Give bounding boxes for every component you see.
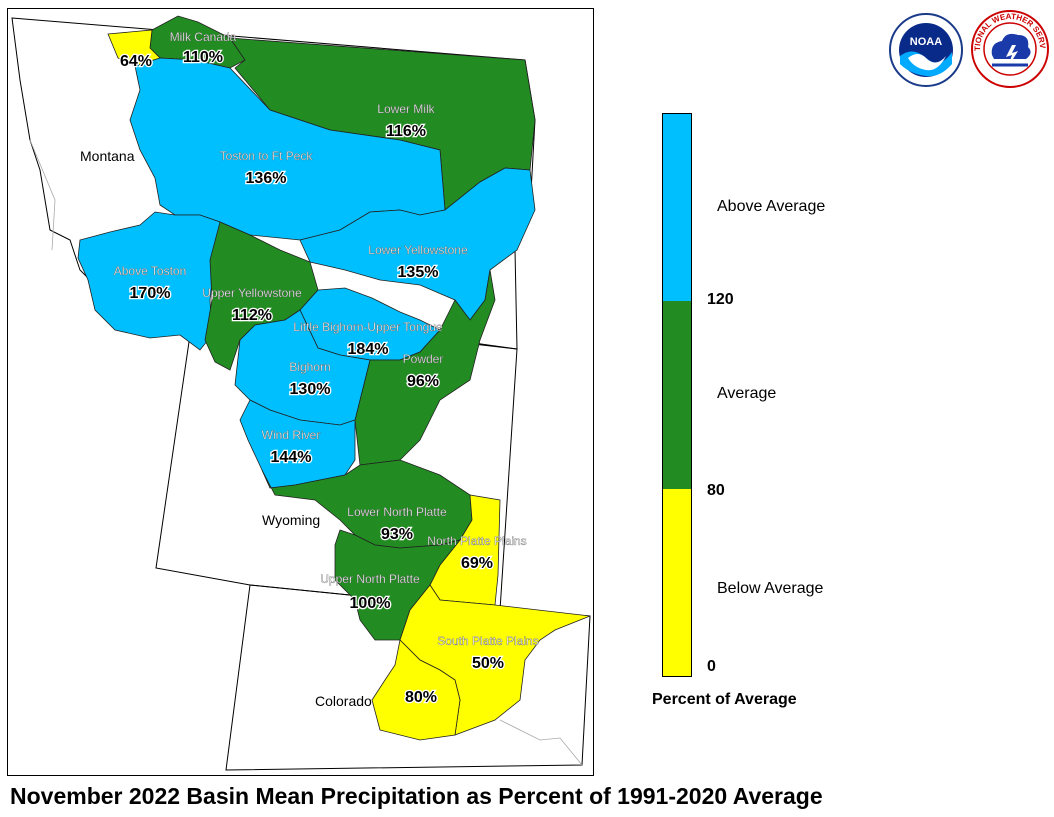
legend-label-below-average: Below Average [717,580,824,597]
basin-percent: 135% [398,264,439,281]
basin-percent: 80% [405,689,437,706]
basin-percent: 170% [130,285,171,302]
basin-name: Lower Yellowstone [368,243,468,257]
legend-swatch-below-average [663,489,691,676]
legend-label-above-average: Above Average [717,198,826,215]
basin-name: Little Bighorn-Upper Tongue [293,320,443,334]
legend-swatch-above-average [663,114,691,301]
legend-tick-0: 0 [707,658,716,675]
basin-percent: 64% [120,53,152,70]
legend-colorbar [662,113,692,677]
basin-name: Milk Canada [170,30,237,44]
basin-percent: 96% [407,373,439,390]
basin-percent: 144% [271,449,312,466]
basin-percent: 130% [290,381,331,398]
basin-percent: 100% [350,595,391,612]
basin-powder [354,269,496,466]
noaa-logo-text: NOAA [910,36,942,48]
basin-percent: 110% [183,49,223,66]
basin-percent: 93% [381,526,413,543]
map-title: November 2022 Basin Mean Precipitation a… [10,783,823,809]
basin-name: Lower North Platte [347,505,447,519]
basin-name: Upper Yellowstone [202,286,302,300]
state-label-wyoming: Wyoming [262,512,320,528]
legend-tick-120: 120 [707,291,734,308]
nws-logo: NATIONAL WEATHER SERVICE [970,9,1049,88]
basin-percent: 112% [232,307,272,324]
basin-percent: 69% [461,555,493,572]
basin-name: Lower Milk [377,102,435,116]
basin-name: Bighorn [289,360,330,374]
legend-label-average: Average [717,385,777,402]
basin-name: Toston to Ft Peck [220,149,314,163]
basin-percent: 116% [386,123,426,140]
basin-above-toston [77,211,221,351]
basin-name: Powder [403,352,444,366]
basin-name: Wind River [262,428,321,442]
basin-map: Montana Wyoming Colorado Milk Canada 110… [11,15,591,771]
legend-title: Percent of Average [652,691,797,708]
basin-name: Upper North Platte [320,572,420,586]
basin-80 [371,639,461,741]
legend-tick-80: 80 [707,482,725,499]
basin-name: South Platte Plains [437,634,538,648]
basin-name: Above Toston [114,264,187,278]
basin-percent: 184% [348,341,389,358]
basin-lower-yellowstone [299,167,536,321]
legend-swatch-average [663,301,691,489]
basin-percent: 136% [246,170,287,187]
state-label-colorado: Colorado [315,693,372,709]
basin-name: North Platte Plains [427,534,526,548]
basin-percent: 50% [472,655,504,672]
state-label-montana: Montana [80,148,135,164]
noaa-logo: NOAA [889,13,963,87]
